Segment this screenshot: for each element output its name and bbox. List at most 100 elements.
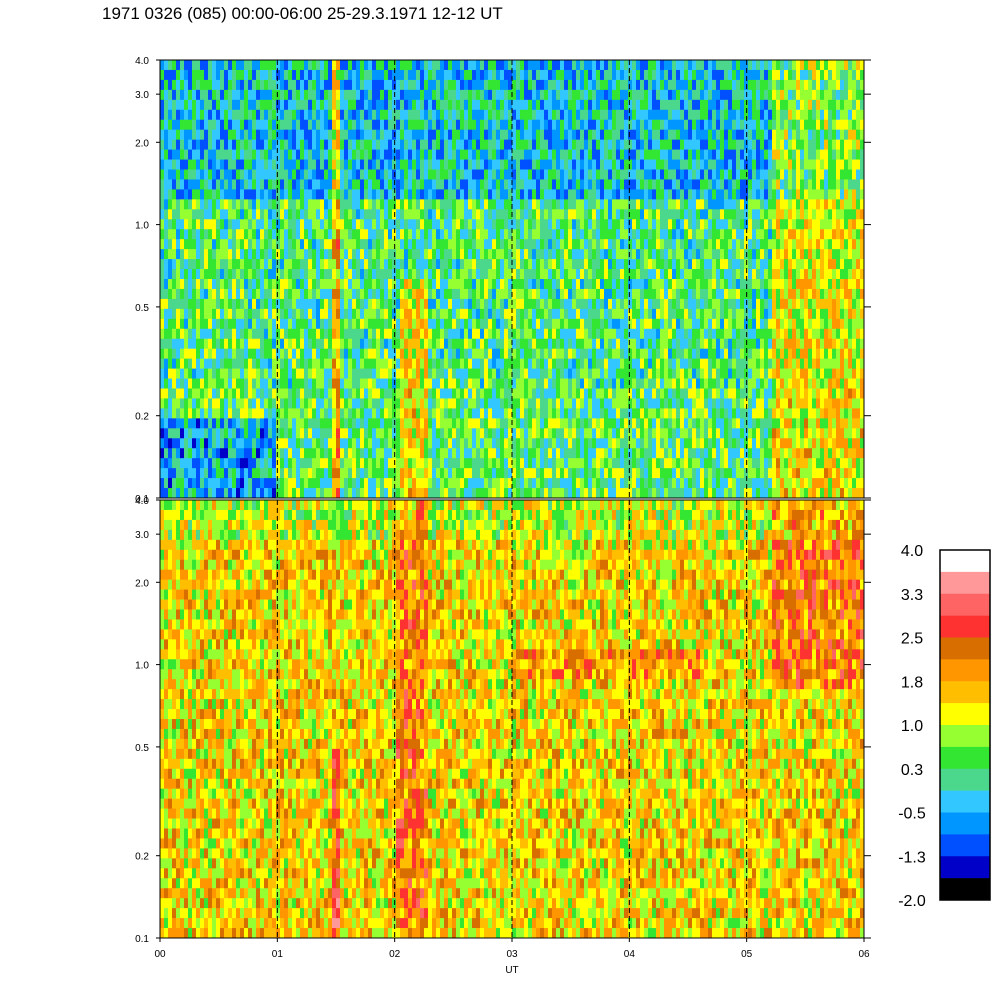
heatmap-cell bbox=[420, 179, 425, 190]
heatmap-cell bbox=[212, 358, 217, 369]
heatmap-cell bbox=[284, 378, 289, 389]
heatmap-cell bbox=[464, 99, 469, 111]
heatmap-cell bbox=[600, 318, 605, 330]
heatmap-cell bbox=[424, 318, 429, 330]
heatmap-cell bbox=[316, 169, 321, 180]
heatmap-cell bbox=[320, 298, 325, 310]
heatmap-cell bbox=[284, 129, 289, 141]
heatmap-cell bbox=[400, 60, 405, 71]
heatmap-cell bbox=[204, 358, 209, 369]
heatmap-cell bbox=[204, 378, 209, 389]
heatmap-cell bbox=[504, 388, 509, 399]
heatmap-cell bbox=[240, 428, 245, 439]
heatmap-cell bbox=[436, 259, 441, 270]
heatmap-cell bbox=[316, 448, 321, 459]
heatmap-cell bbox=[536, 259, 541, 270]
heatmap-cell bbox=[520, 388, 525, 399]
heatmap-cell bbox=[332, 408, 337, 419]
heatmap-cell bbox=[248, 388, 253, 399]
heatmap-cell bbox=[600, 478, 605, 489]
heatmap-cell bbox=[336, 79, 341, 91]
heatmap-cell bbox=[308, 288, 313, 300]
heatmap-cell bbox=[444, 89, 449, 101]
heatmap-cell bbox=[360, 99, 365, 111]
heatmap-cell bbox=[600, 358, 605, 369]
heatmap-cell bbox=[588, 408, 593, 419]
heatmap-cell bbox=[284, 388, 289, 399]
heatmap-cell bbox=[216, 259, 221, 270]
heatmap-cell bbox=[284, 239, 289, 250]
heatmap-cell bbox=[548, 338, 553, 350]
heatmap-cell bbox=[472, 378, 477, 389]
heatmap-cell bbox=[548, 388, 553, 399]
heatmap-cell bbox=[448, 478, 453, 489]
heatmap-cell bbox=[340, 308, 345, 320]
heatmap-cell bbox=[416, 239, 421, 250]
heatmap-cell bbox=[304, 338, 309, 350]
heatmap-cell bbox=[516, 169, 521, 180]
heatmap-cell bbox=[280, 388, 285, 399]
heatmap-cell bbox=[344, 259, 349, 270]
heatmap-cell bbox=[188, 259, 193, 270]
heatmap-cell bbox=[464, 109, 469, 121]
heatmap-cell bbox=[488, 209, 493, 220]
heatmap-cell bbox=[552, 99, 557, 111]
heatmap-cell bbox=[388, 60, 393, 71]
heatmap-cell bbox=[580, 229, 585, 240]
heatmap-cell bbox=[460, 408, 465, 419]
heatmap-cell bbox=[244, 458, 249, 469]
heatmap-cell bbox=[232, 438, 237, 449]
heatmap-cell bbox=[556, 438, 561, 449]
heatmap-cell bbox=[216, 239, 221, 250]
heatmap-cell bbox=[276, 159, 281, 170]
heatmap-cell bbox=[400, 189, 405, 200]
heatmap-cell bbox=[420, 318, 425, 330]
heatmap-cell bbox=[332, 99, 337, 111]
heatmap-cell bbox=[464, 478, 469, 489]
heatmap-cell bbox=[444, 119, 449, 131]
heatmap-cell bbox=[444, 448, 449, 459]
heatmap-cell bbox=[540, 109, 545, 121]
heatmap-cell bbox=[508, 318, 513, 330]
heatmap-cell bbox=[296, 408, 301, 419]
heatmap-cell bbox=[324, 398, 329, 409]
heatmap-cell bbox=[304, 279, 309, 290]
heatmap-cell bbox=[372, 259, 377, 270]
heatmap-cell bbox=[420, 129, 425, 141]
heatmap-cell bbox=[552, 239, 557, 250]
heatmap-cell bbox=[384, 448, 389, 459]
heatmap-cell bbox=[344, 129, 349, 141]
heatmap-cell bbox=[528, 338, 533, 350]
heatmap-cell bbox=[224, 478, 229, 489]
heatmap-cell bbox=[248, 438, 253, 449]
heatmap-cell bbox=[352, 398, 357, 409]
heatmap-cell bbox=[244, 109, 249, 121]
heatmap-cell bbox=[484, 358, 489, 369]
heatmap-cell bbox=[396, 169, 401, 180]
heatmap-cell bbox=[516, 288, 521, 300]
heatmap-cell bbox=[588, 478, 593, 489]
heatmap-cell bbox=[428, 428, 433, 439]
heatmap-cell bbox=[360, 428, 365, 439]
heatmap-cell bbox=[228, 488, 233, 499]
heatmap-cell bbox=[244, 478, 249, 489]
heatmap-cell bbox=[540, 378, 545, 389]
heatmap-cell bbox=[512, 109, 517, 121]
heatmap-cell bbox=[480, 109, 485, 121]
heatmap-cell bbox=[180, 338, 185, 350]
heatmap-cell bbox=[400, 378, 405, 389]
heatmap-cell bbox=[504, 69, 509, 81]
heatmap-cell bbox=[192, 269, 197, 280]
heatmap-cell bbox=[284, 119, 289, 131]
heatmap-cell bbox=[164, 308, 169, 320]
heatmap-cell bbox=[412, 308, 417, 320]
heatmap-cell bbox=[348, 179, 353, 190]
heatmap-cell bbox=[392, 388, 397, 399]
heatmap-cell bbox=[180, 478, 185, 489]
heatmap-cell bbox=[324, 408, 329, 419]
heatmap-cell bbox=[252, 298, 257, 310]
heatmap-cell bbox=[424, 418, 429, 429]
heatmap-cell bbox=[564, 458, 569, 469]
heatmap-cell bbox=[536, 209, 541, 220]
heatmap-cell bbox=[448, 159, 453, 170]
